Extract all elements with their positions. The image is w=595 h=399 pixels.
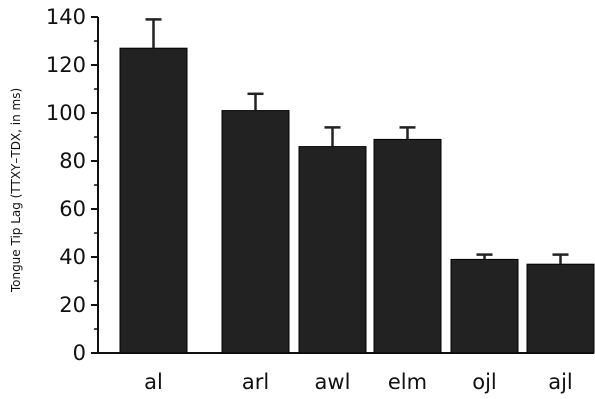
x-tick-label-ajl: ajl [548, 370, 573, 394]
bar-al [119, 47, 188, 354]
bar-ajl [526, 263, 595, 354]
y-tick-label: 80 [59, 149, 86, 173]
y-tick-label: 140 [46, 5, 86, 29]
x-tick-label-al: al [144, 370, 163, 394]
bar-awl [298, 146, 367, 354]
x-tick-label-elm: elm [388, 370, 427, 394]
y-tick-label: 60 [59, 197, 86, 221]
y-tick-label: 120 [46, 53, 86, 77]
bars-group [119, 47, 595, 354]
bar-arl [221, 110, 290, 354]
y-tick-label: 40 [59, 245, 86, 269]
y-tick-label: 0 [73, 341, 86, 365]
x-tick-label-arl: arl [242, 370, 269, 394]
y-axis-title: Tongue Tip Lag (TTXY–TDX, in ms) [9, 88, 23, 293]
y-tick-label: 100 [46, 101, 86, 125]
category-labels-group: al arl awl elm ojl ajl [144, 370, 573, 394]
bar-elm [373, 138, 442, 354]
x-tick-label-ojl: ojl [472, 370, 497, 394]
error-bars-group [145, 18, 569, 265]
x-tick-label-awl: awl [315, 370, 351, 394]
bar-ojl [450, 258, 519, 354]
y-axis: 0 20 40 60 80 100 120 140 [46, 5, 99, 365]
y-tick-label: 20 [59, 293, 86, 317]
